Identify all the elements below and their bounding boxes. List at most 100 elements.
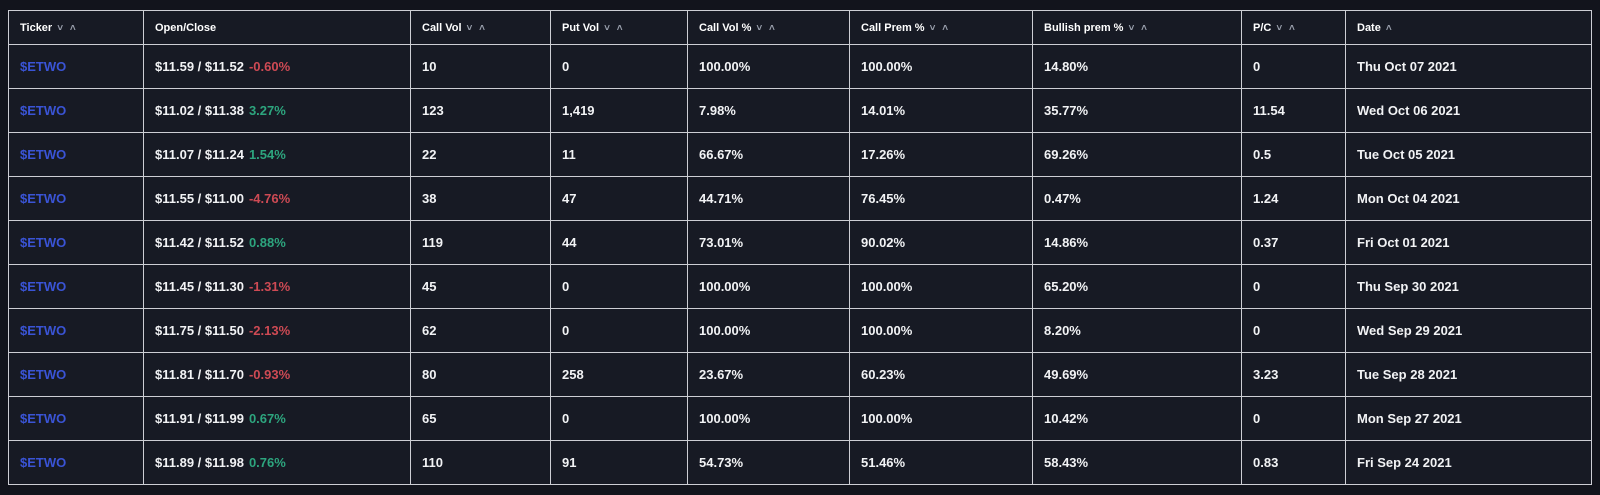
call-vol-cell: 110	[410, 440, 551, 485]
open-close-value: $11.42 / $11.52	[155, 235, 244, 250]
call-vol-cell: 65	[410, 396, 551, 441]
date-cell: Fri Oct 01 2021	[1345, 220, 1592, 265]
column-label: Date	[1357, 21, 1381, 34]
bullish-prem-pct-cell: 65.20%	[1032, 264, 1242, 309]
call-vol-cell: 123	[410, 88, 551, 133]
open-close-value: $11.45 / $11.30	[155, 279, 244, 294]
call-vol-pct-cell: 66.67%	[687, 132, 850, 177]
ticker-link[interactable]: $ETWO	[20, 235, 67, 250]
pc-cell: 0.83	[1241, 440, 1346, 485]
call-prem-pct-cell: 100.00%	[849, 396, 1033, 441]
put-vol-cell: 0	[550, 396, 688, 441]
call-vol-cell: 45	[410, 264, 551, 309]
call-vol-pct-cell: 7.98%	[687, 88, 850, 133]
ticker-link[interactable]: $ETWO	[20, 59, 67, 74]
column-header-date[interactable]: Date ˄	[1345, 10, 1592, 45]
change-percent: -2.13%	[248, 323, 291, 338]
sort-chevrons-icon[interactable]: ˅ ˄	[1276, 22, 1297, 34]
table-row: $ETWO $11.45 / $11.30 -1.31% 45 0 100.00%…	[8, 264, 1592, 309]
column-header-pc[interactable]: P/C ˅ ˄	[1241, 10, 1346, 45]
call-vol-pct-cell: 54.73%	[687, 440, 850, 485]
open-close-cell: $11.42 / $11.52 0.88%	[143, 220, 411, 265]
sort-chevrons-icon[interactable]: ˅ ˄	[466, 22, 487, 34]
ticker-cell: $ETWO	[8, 88, 144, 133]
column-label: Call Vol	[422, 21, 462, 34]
change-percent: -0.93%	[248, 367, 291, 382]
bullish-prem-pct-cell: 49.69%	[1032, 352, 1242, 397]
ticker-cell: $ETWO	[8, 176, 144, 221]
sort-chevrons-icon[interactable]: ˅ ˄	[1128, 22, 1149, 34]
options-flow-table-container: Ticker ˅ ˄ Open/Close Call Vol ˅ ˄ Put Vol…	[8, 10, 1592, 485]
date-cell: Wed Oct 06 2021	[1345, 88, 1592, 133]
ticker-cell: $ETWO	[8, 308, 144, 353]
call-vol-pct-cell: 44.71%	[687, 176, 850, 221]
call-vol-cell: 22	[410, 132, 551, 177]
date-cell: Mon Sep 27 2021	[1345, 396, 1592, 441]
column-header-call-prem-pct[interactable]: Call Prem % ˅ ˄	[849, 10, 1033, 45]
call-prem-pct-cell: 17.26%	[849, 132, 1033, 177]
sort-chevrons-icon[interactable]: ˅ ˄	[929, 22, 951, 34]
open-close-value: $11.59 / $11.52	[155, 59, 244, 74]
sort-chevrons-icon[interactable]: ˅ ˄	[756, 22, 777, 34]
call-prem-pct-cell: 76.45%	[849, 176, 1033, 221]
sort-chevrons-icon[interactable]: ˅ ˄	[604, 22, 625, 34]
column-label: Call Vol %	[699, 21, 752, 34]
column-header-open-close[interactable]: Open/Close	[143, 10, 411, 45]
ticker-link[interactable]: $ETWO	[20, 191, 67, 206]
call-prem-pct-cell: 14.01%	[849, 88, 1033, 133]
change-percent: -4.76%	[248, 191, 291, 206]
open-close-value: $11.02 / $11.38	[155, 103, 244, 118]
call-vol-cell: 10	[410, 44, 551, 89]
sort-chevrons-icon[interactable]: ˅ ˄	[57, 22, 78, 34]
ticker-link[interactable]: $ETWO	[20, 367, 67, 382]
column-header-call-vol[interactable]: Call Vol ˅ ˄	[410, 10, 551, 45]
open-close-cell: $11.89 / $11.98 0.76%	[143, 440, 411, 485]
ticker-link[interactable]: $ETWO	[20, 279, 67, 294]
call-vol-cell: 62	[410, 308, 551, 353]
column-label: Call Prem %	[861, 21, 925, 34]
ticker-cell: $ETWO	[8, 220, 144, 265]
column-header-ticker[interactable]: Ticker ˅ ˄	[8, 10, 144, 45]
date-cell: Tue Oct 05 2021	[1345, 132, 1592, 177]
date-cell: Wed Sep 29 2021	[1345, 308, 1592, 353]
bullish-prem-pct-cell: 0.47%	[1032, 176, 1242, 221]
ticker-link[interactable]: $ETWO	[20, 411, 67, 426]
sort-chevron-up-icon[interactable]: ˄	[1385, 22, 1394, 34]
ticker-link[interactable]: $ETWO	[20, 147, 67, 162]
column-label: P/C	[1253, 21, 1272, 34]
bullish-prem-pct-cell: 69.26%	[1032, 132, 1242, 177]
table-row: $ETWO $11.91 / $11.99 0.67% 65 0 100.00% …	[8, 396, 1592, 441]
open-close-value: $11.89 / $11.98	[155, 455, 244, 470]
call-prem-pct-cell: 51.46%	[849, 440, 1033, 485]
call-prem-pct-cell: 100.00%	[849, 308, 1033, 353]
table-row: $ETWO $11.02 / $11.38 3.27% 123 1,419 7.9…	[8, 88, 1592, 133]
call-vol-pct-cell: 100.00%	[687, 396, 850, 441]
ticker-cell: $ETWO	[8, 132, 144, 177]
ticker-link[interactable]: $ETWO	[20, 103, 67, 118]
column-header-call-vol-pct[interactable]: Call Vol % ˅ ˄	[687, 10, 850, 45]
date-cell: Thu Oct 07 2021	[1345, 44, 1592, 89]
ticker-cell: $ETWO	[8, 264, 144, 309]
bullish-prem-pct-cell: 14.86%	[1032, 220, 1242, 265]
table-row: $ETWO $11.42 / $11.52 0.88% 119 44 73.01%…	[8, 220, 1592, 265]
table-row: $ETWO $11.59 / $11.52 -0.60% 10 0 100.00%…	[8, 44, 1592, 89]
date-cell: Thu Sep 30 2021	[1345, 264, 1592, 309]
pc-cell: 0.37	[1241, 220, 1346, 265]
open-close-value: $11.91 / $11.99	[155, 411, 244, 426]
put-vol-cell: 11	[550, 132, 688, 177]
ticker-cell: $ETWO	[8, 396, 144, 441]
ticker-link[interactable]: $ETWO	[20, 455, 67, 470]
column-header-bullish-prem-pct[interactable]: Bullish prem % ˅ ˄	[1032, 10, 1242, 45]
call-vol-cell: 119	[410, 220, 551, 265]
column-header-put-vol[interactable]: Put Vol ˅ ˄	[550, 10, 688, 45]
ticker-cell: $ETWO	[8, 352, 144, 397]
ticker-link[interactable]: $ETWO	[20, 323, 67, 338]
bullish-prem-pct-cell: 58.43%	[1032, 440, 1242, 485]
call-vol-pct-cell: 73.01%	[687, 220, 850, 265]
date-cell: Tue Sep 28 2021	[1345, 352, 1592, 397]
call-prem-pct-cell: 60.23%	[849, 352, 1033, 397]
table-row: $ETWO $11.75 / $11.50 -2.13% 62 0 100.00%…	[8, 308, 1592, 353]
open-close-cell: $11.02 / $11.38 3.27%	[143, 88, 411, 133]
open-close-value: $11.81 / $11.70	[155, 367, 244, 382]
change-percent: 0.76%	[248, 455, 286, 470]
